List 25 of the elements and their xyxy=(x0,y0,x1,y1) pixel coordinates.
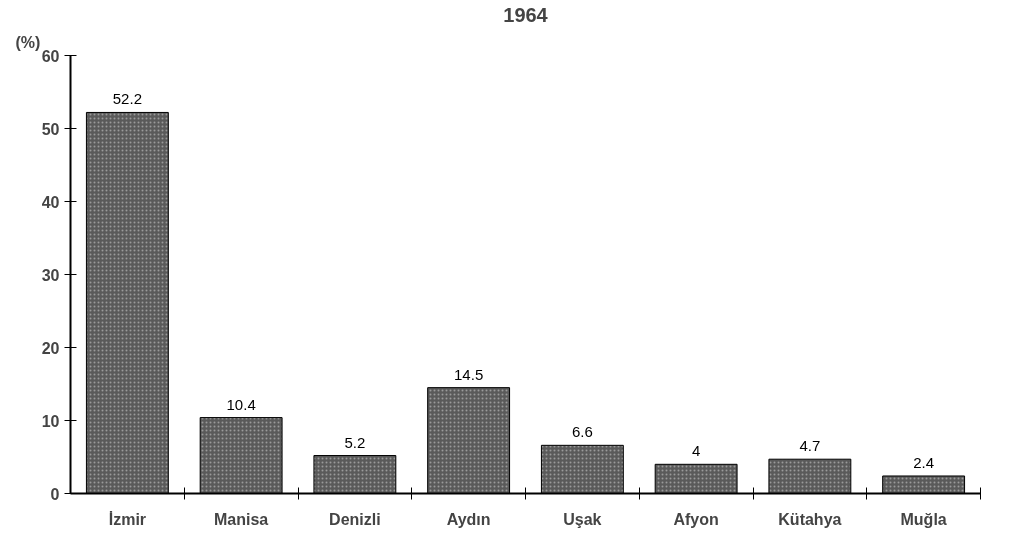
x-tick-label: Muğla xyxy=(900,510,947,528)
data-label: 4.7 xyxy=(799,437,821,455)
y-tick-label: 20 xyxy=(41,339,60,357)
x-tick-label: Uşak xyxy=(563,510,602,528)
y-tick-label: 10 xyxy=(41,412,60,430)
data-label: 4 xyxy=(691,442,701,460)
x-tick-label: Afyon xyxy=(673,510,719,528)
data-label: 14.5 xyxy=(454,365,484,383)
y-tick-label: 60 xyxy=(41,47,60,65)
x-tick-label: Manisa xyxy=(214,510,269,528)
data-label: 6.6 xyxy=(571,423,593,441)
data-label: 10.4 xyxy=(226,395,256,413)
y-tick-label: 50 xyxy=(41,120,60,138)
x-tick-label: Denizli xyxy=(329,510,381,528)
x-tick-label: İzmir xyxy=(108,510,147,528)
y-axis-title: (%) xyxy=(15,33,41,51)
data-label: 2.4 xyxy=(913,453,935,471)
y-tick-label: 0 xyxy=(50,485,60,503)
chart-title: 1964 xyxy=(503,3,549,26)
y-tick-label: 40 xyxy=(41,193,60,211)
data-label: 5.2 xyxy=(344,433,366,451)
data-label: 52.2 xyxy=(112,90,142,108)
y-tick-label: 30 xyxy=(41,266,60,284)
x-tick-label: Kütahya xyxy=(778,510,842,528)
x-tick-label: Aydın xyxy=(446,510,491,528)
